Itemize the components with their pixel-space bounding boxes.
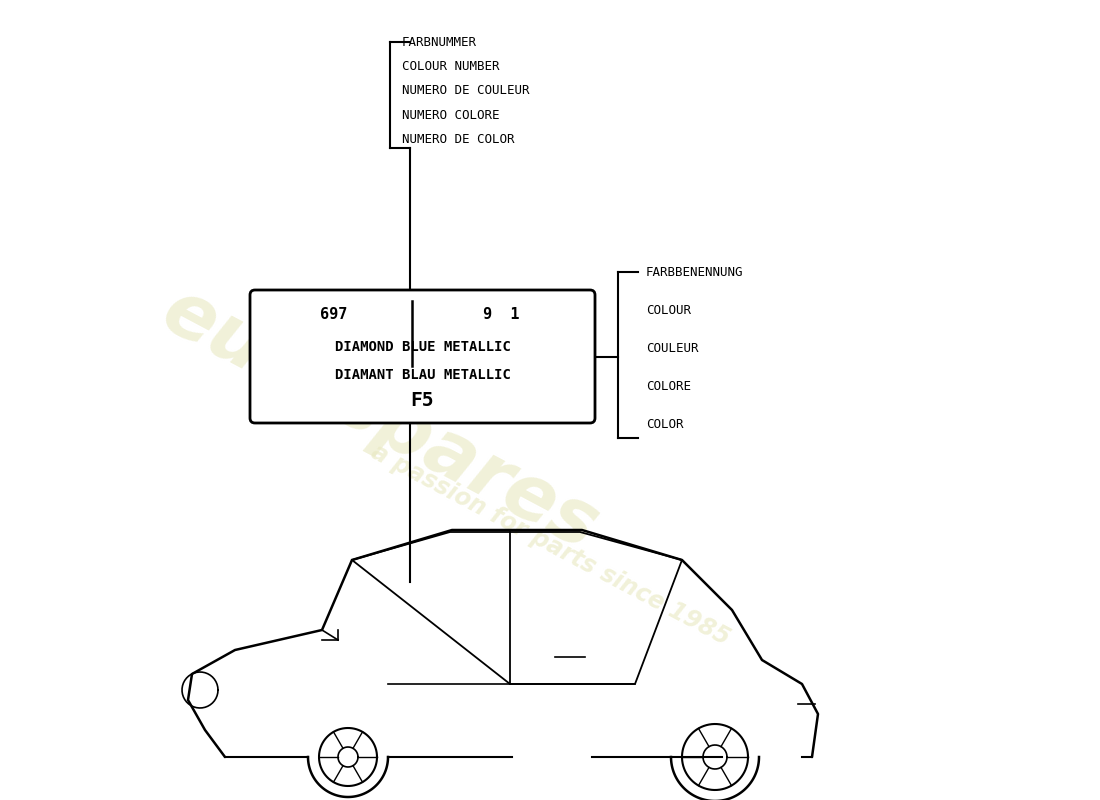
- Text: DIAMANT BLAU METALLIC: DIAMANT BLAU METALLIC: [334, 368, 510, 382]
- Text: COLORE: COLORE: [646, 380, 691, 393]
- Text: NUMERO DE COULEUR: NUMERO DE COULEUR: [402, 84, 529, 98]
- Text: 9  1: 9 1: [483, 306, 519, 322]
- Text: F5: F5: [410, 391, 435, 410]
- Text: NUMERO DE COLOR: NUMERO DE COLOR: [402, 133, 515, 146]
- Text: COLOUR: COLOUR: [646, 304, 691, 317]
- Text: a passion for parts since 1985: a passion for parts since 1985: [366, 440, 734, 650]
- Text: 697: 697: [320, 306, 348, 322]
- Text: eurospares: eurospares: [150, 274, 610, 566]
- Text: COULEUR: COULEUR: [646, 342, 698, 355]
- Text: FARBNUMMER: FARBNUMMER: [402, 35, 477, 49]
- Text: NUMERO COLORE: NUMERO COLORE: [402, 109, 499, 122]
- Text: COLOUR NUMBER: COLOUR NUMBER: [402, 60, 499, 73]
- Text: COLOR: COLOR: [646, 418, 683, 431]
- FancyBboxPatch shape: [250, 290, 595, 423]
- Text: DIAMOND BLUE METALLIC: DIAMOND BLUE METALLIC: [334, 340, 510, 354]
- Text: FARBBENENNUNG: FARBBENENNUNG: [646, 266, 744, 278]
